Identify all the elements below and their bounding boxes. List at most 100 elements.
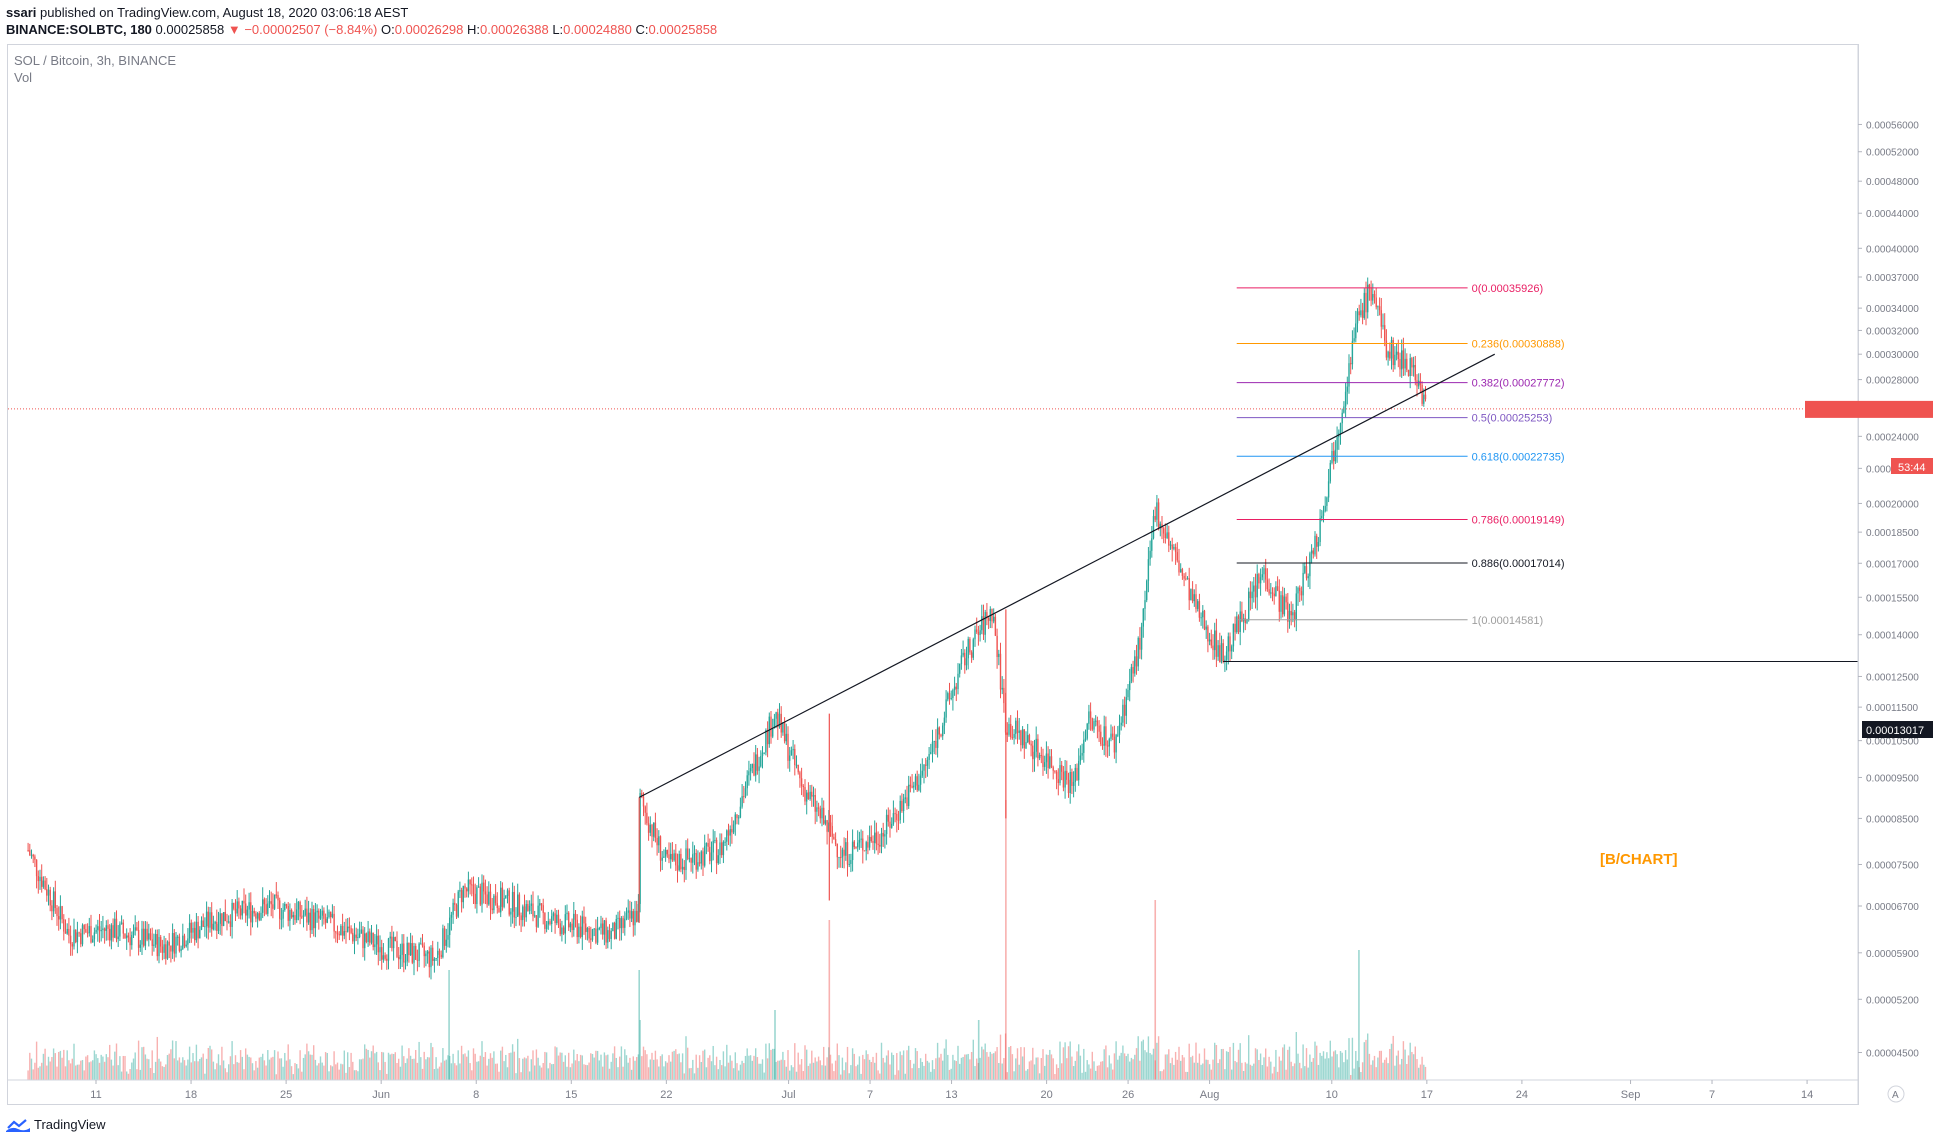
footer-brand[interactable]: TradingView xyxy=(34,1117,106,1132)
y-tick-label: 0.00008500 xyxy=(1866,814,1919,825)
candle-body xyxy=(916,776,918,791)
fib-level-label: 0.618(0.00022735) xyxy=(1472,451,1565,463)
candle-body xyxy=(1214,630,1216,651)
volume-bar xyxy=(1355,1050,1357,1080)
candle-body xyxy=(188,922,191,939)
candle-body xyxy=(1008,723,1010,735)
candle-body xyxy=(403,943,405,963)
volume-bar xyxy=(721,1065,723,1080)
candle-body xyxy=(1392,340,1394,366)
candle-body xyxy=(192,927,194,933)
volume-bar xyxy=(768,1043,770,1080)
auto-scale-button[interactable]: A xyxy=(1887,1085,1905,1103)
volume-bar xyxy=(42,1053,45,1080)
volume-bar xyxy=(455,1065,458,1080)
volume-bar xyxy=(411,1058,413,1080)
candle-body xyxy=(811,791,813,797)
candle-body xyxy=(687,848,689,859)
volume-bar xyxy=(29,1052,31,1080)
candle-body xyxy=(1134,656,1136,674)
author-name[interactable]: ssari xyxy=(6,5,37,20)
volume-bar xyxy=(916,1051,918,1080)
candle-body xyxy=(347,926,349,932)
volume-bar xyxy=(309,1054,311,1080)
volume-bar xyxy=(1061,1063,1063,1080)
volume-bar xyxy=(622,1066,624,1080)
volume-bar xyxy=(486,1065,488,1080)
candle-body xyxy=(119,923,121,937)
candle-body xyxy=(714,839,716,841)
volume-bar xyxy=(804,1045,806,1080)
candle-body xyxy=(632,911,634,926)
volume-bar xyxy=(282,1066,284,1080)
volume-bar xyxy=(105,1054,107,1080)
y-tick-label: 0.00056000 xyxy=(1866,120,1919,131)
candle-body xyxy=(455,904,458,917)
candle-body xyxy=(1181,569,1184,576)
volume-bar xyxy=(1115,1041,1117,1080)
candle-body xyxy=(63,919,65,932)
volume-bar xyxy=(154,1061,157,1080)
candle-body xyxy=(314,912,317,929)
volume-spike xyxy=(1154,900,1157,1080)
candle-body xyxy=(1241,611,1243,622)
candle-body xyxy=(1125,697,1127,716)
volume-bar xyxy=(185,1065,187,1080)
volume-bar xyxy=(865,1050,867,1080)
candle-body xyxy=(134,927,136,931)
candle-body xyxy=(1106,745,1109,747)
x-tick-label: Jun xyxy=(372,1089,390,1101)
volume-bar xyxy=(1290,1061,1292,1080)
candle-body xyxy=(438,950,441,955)
candle-body xyxy=(1127,690,1129,698)
volume-bar xyxy=(1181,1054,1184,1080)
volume-bar xyxy=(180,1062,182,1080)
volume-bar xyxy=(379,1070,381,1080)
volume-bar xyxy=(279,1058,281,1080)
candle-body xyxy=(964,652,966,666)
volume-bar xyxy=(1064,1042,1066,1080)
candle-body xyxy=(530,903,532,906)
volume-bar xyxy=(688,1068,691,1080)
candle-body xyxy=(307,912,310,923)
candle-body xyxy=(969,638,971,653)
volume-bar xyxy=(46,1065,48,1080)
candle-body xyxy=(180,948,182,951)
candle-body xyxy=(1157,502,1160,529)
candle-body xyxy=(1421,384,1423,404)
candle-body xyxy=(1367,284,1369,313)
volume-bar xyxy=(1227,1051,1229,1080)
candle-body xyxy=(216,921,218,931)
candle-body xyxy=(1152,516,1155,539)
volume-bar xyxy=(1373,1055,1376,1080)
volume-bar xyxy=(741,1060,743,1080)
candle-body xyxy=(693,853,696,855)
volume-bar xyxy=(1207,1059,1209,1080)
volume-bar xyxy=(149,1068,152,1080)
candle-body xyxy=(1049,756,1051,769)
volume-bar xyxy=(680,1062,682,1080)
volume-bar xyxy=(697,1067,699,1080)
volume-bar xyxy=(602,1066,604,1080)
volume-bar xyxy=(989,1051,991,1080)
volume-bar xyxy=(1222,1048,1224,1080)
candle-body xyxy=(1146,580,1148,601)
volume-bar xyxy=(39,1066,41,1080)
candle-body xyxy=(432,947,434,961)
volume-bar xyxy=(874,1062,876,1080)
candle-body xyxy=(814,795,816,812)
candle-body xyxy=(649,824,651,833)
volume-bar xyxy=(426,1057,429,1080)
candle-body xyxy=(1402,350,1405,369)
candle-body xyxy=(1217,645,1219,657)
y-tick-label: 0.00009500 xyxy=(1866,773,1919,784)
volume-bar xyxy=(1263,1057,1265,1080)
candle-body xyxy=(234,908,237,914)
auto-scale-label[interactable]: A xyxy=(1892,1090,1899,1101)
candle-body xyxy=(56,908,58,917)
volume-bar xyxy=(817,1056,820,1080)
candle-body xyxy=(637,903,640,922)
candle-body xyxy=(1135,656,1138,667)
volume-bar xyxy=(392,1054,395,1080)
